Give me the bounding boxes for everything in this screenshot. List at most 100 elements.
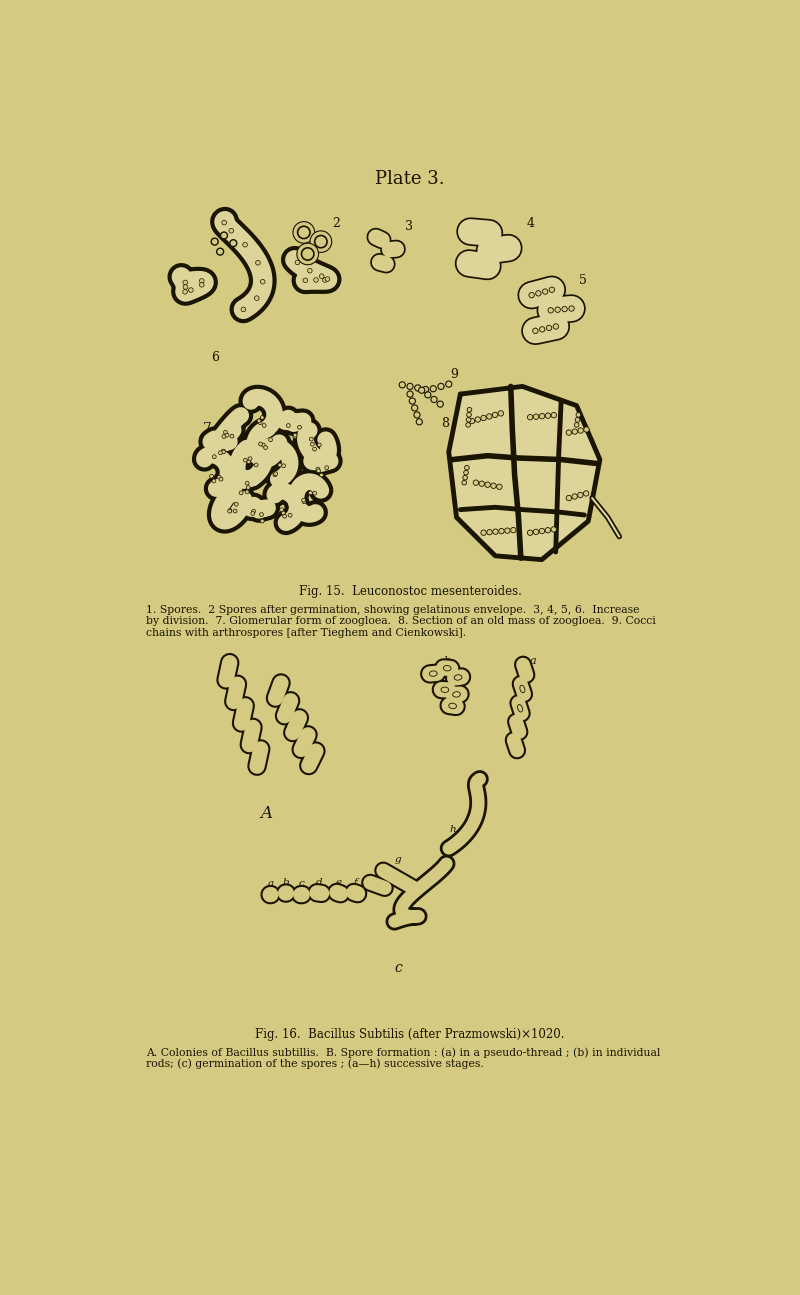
Circle shape	[210, 474, 214, 478]
Circle shape	[260, 519, 264, 523]
Ellipse shape	[466, 262, 473, 265]
Circle shape	[574, 422, 579, 427]
Circle shape	[233, 509, 237, 513]
Circle shape	[229, 228, 234, 233]
Circle shape	[539, 528, 545, 534]
Circle shape	[479, 480, 485, 487]
Circle shape	[261, 280, 265, 284]
Circle shape	[492, 412, 498, 417]
Circle shape	[242, 242, 247, 247]
Circle shape	[183, 280, 187, 285]
Circle shape	[314, 236, 327, 247]
Circle shape	[319, 273, 324, 278]
Ellipse shape	[454, 675, 462, 680]
Circle shape	[553, 324, 558, 329]
Text: 2: 2	[333, 216, 340, 229]
Circle shape	[497, 484, 502, 490]
Circle shape	[269, 438, 273, 442]
Text: Plate 3.: Plate 3.	[375, 170, 445, 188]
Circle shape	[257, 420, 261, 422]
Circle shape	[549, 287, 554, 293]
Circle shape	[416, 418, 422, 425]
Circle shape	[572, 493, 578, 499]
Text: 4: 4	[526, 216, 534, 229]
Circle shape	[318, 443, 322, 447]
Circle shape	[542, 289, 548, 294]
Circle shape	[251, 512, 254, 515]
Circle shape	[584, 427, 590, 433]
Circle shape	[303, 278, 308, 282]
Circle shape	[411, 405, 418, 411]
Ellipse shape	[378, 260, 387, 265]
Circle shape	[578, 492, 583, 497]
Text: chains with arthrospores [after Tieghem and Cienkowski].: chains with arthrospores [after Tieghem …	[146, 628, 466, 638]
Circle shape	[239, 491, 243, 495]
Ellipse shape	[475, 263, 482, 267]
Circle shape	[466, 417, 471, 422]
Circle shape	[578, 427, 583, 434]
Circle shape	[407, 383, 413, 390]
Circle shape	[262, 443, 265, 447]
Circle shape	[217, 249, 224, 255]
Circle shape	[218, 451, 222, 455]
Circle shape	[572, 429, 578, 434]
Circle shape	[316, 467, 320, 471]
Circle shape	[302, 247, 314, 260]
Circle shape	[258, 421, 262, 425]
Circle shape	[551, 527, 557, 532]
Circle shape	[199, 278, 204, 284]
Circle shape	[545, 527, 550, 534]
Circle shape	[425, 392, 431, 398]
Circle shape	[282, 512, 286, 515]
Circle shape	[313, 447, 317, 451]
Circle shape	[246, 482, 249, 486]
Circle shape	[534, 530, 538, 535]
Circle shape	[262, 423, 266, 427]
Circle shape	[462, 480, 466, 484]
Circle shape	[217, 475, 221, 479]
Circle shape	[466, 413, 471, 417]
Circle shape	[212, 479, 216, 483]
Circle shape	[228, 509, 232, 513]
Polygon shape	[449, 386, 600, 559]
Circle shape	[278, 464, 282, 467]
Circle shape	[310, 231, 332, 253]
Ellipse shape	[375, 236, 383, 241]
Circle shape	[219, 478, 223, 480]
Circle shape	[555, 307, 560, 312]
Circle shape	[465, 465, 470, 470]
Circle shape	[298, 227, 310, 238]
Circle shape	[182, 290, 187, 294]
Text: Fig. 16.  Bacillus Subtilis (after Prazmowski)×1020.: Fig. 16. Bacillus Subtilis (after Prazmo…	[255, 1028, 565, 1041]
Ellipse shape	[505, 246, 510, 250]
Ellipse shape	[443, 666, 451, 671]
Ellipse shape	[488, 249, 494, 253]
Circle shape	[473, 480, 478, 486]
Circle shape	[325, 277, 330, 281]
Circle shape	[510, 527, 516, 532]
Circle shape	[260, 416, 264, 420]
Text: h: h	[450, 825, 456, 834]
Circle shape	[211, 238, 218, 245]
Circle shape	[575, 417, 580, 422]
Circle shape	[566, 496, 571, 501]
Circle shape	[225, 434, 229, 438]
Circle shape	[498, 411, 503, 416]
Circle shape	[470, 418, 474, 423]
Ellipse shape	[485, 232, 491, 236]
Circle shape	[254, 464, 258, 467]
Circle shape	[486, 413, 492, 420]
Text: c: c	[394, 961, 402, 975]
Text: a: a	[267, 879, 274, 888]
Circle shape	[546, 325, 552, 330]
Circle shape	[307, 268, 312, 273]
Text: 1: 1	[236, 220, 244, 233]
Circle shape	[273, 473, 277, 477]
Circle shape	[313, 491, 317, 495]
Ellipse shape	[477, 231, 483, 234]
Circle shape	[551, 412, 557, 418]
Circle shape	[493, 528, 498, 535]
Circle shape	[230, 240, 237, 246]
Text: A: A	[261, 805, 273, 822]
Circle shape	[562, 307, 567, 312]
